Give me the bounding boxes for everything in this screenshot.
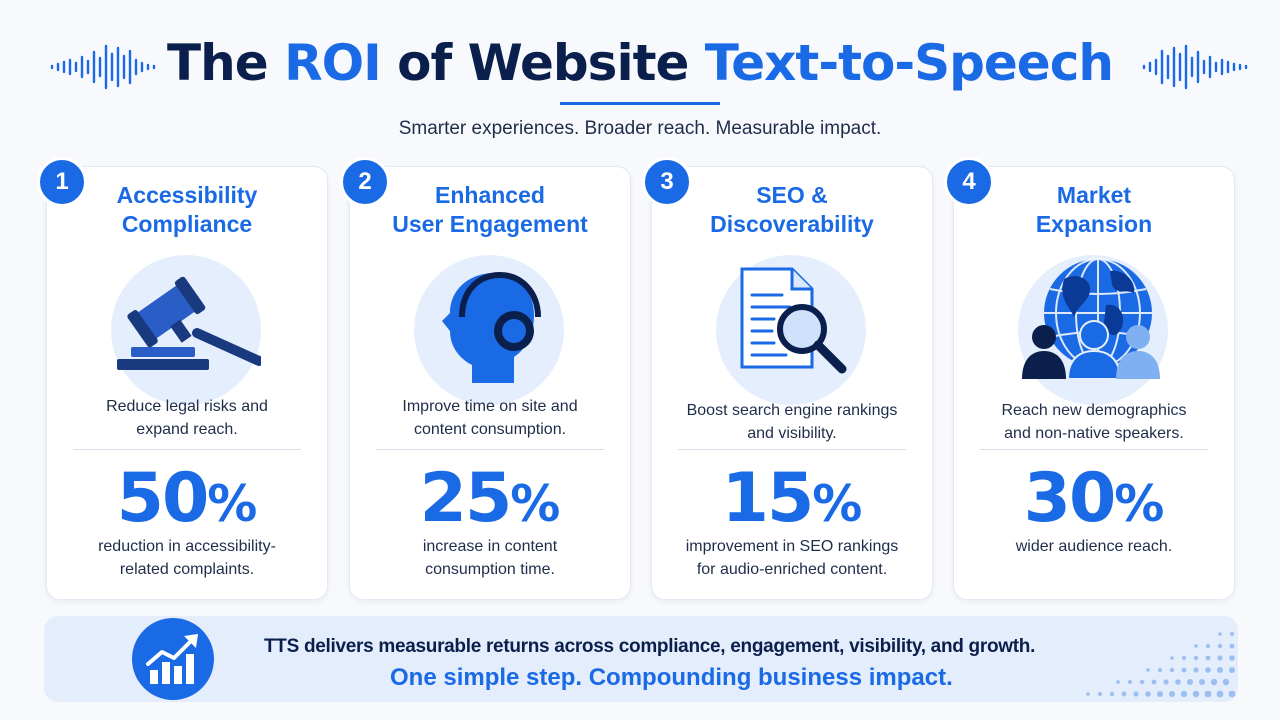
sound-wave-right-icon: [1142, 44, 1248, 90]
card-title: SEO & Discoverability: [672, 181, 912, 239]
card-title-line1: SEO &: [756, 182, 828, 208]
card-desc-line1: Improve time on site and: [402, 398, 578, 415]
card-stat-description: improvement in SEO rankings for audio-en…: [670, 535, 914, 581]
card-stat: 15%: [652, 461, 932, 542]
card-desc-line2: and non-native speakers.: [1004, 425, 1184, 442]
footer-tagline: One simple step. Compounding business im…: [390, 664, 953, 691]
page-title: The ROI of Website Text-to-Speech: [0, 28, 1280, 98]
card-title-line2: Discoverability: [710, 211, 874, 237]
growth-chart-icon: [132, 618, 214, 700]
card-description: Reach new demographics and non-native sp…: [972, 399, 1216, 445]
card-stat-description: reduction in accessibility- related comp…: [65, 535, 309, 581]
card-title-line2: Expansion: [1035, 211, 1153, 237]
stat-value: 50: [116, 459, 210, 538]
sound-wave-left-icon: [50, 44, 156, 90]
card-number-badge: 3: [642, 157, 692, 207]
card-description: Reduce legal risks and expand reach.: [65, 395, 309, 441]
card-market-expansion: 4 Market Expansion R: [944, 157, 1235, 600]
stat-unit: %: [812, 475, 863, 533]
stat-desc-line2: for audio-enriched content.: [696, 561, 888, 578]
card-title-line1: Market: [1056, 182, 1132, 208]
card-title-line2: User Engagement: [392, 211, 588, 237]
stat-unit: %: [207, 475, 258, 533]
globe-people-icon: [1018, 255, 1168, 405]
card-stat: 30%: [954, 461, 1234, 542]
card-divider: [678, 449, 906, 450]
card-title: Accessibility Compliance: [67, 181, 307, 239]
card-title-line1: Enhanced: [435, 182, 545, 208]
card-divider: [73, 449, 301, 450]
title-underline: [560, 102, 720, 105]
stat-value: 15: [721, 459, 815, 538]
card-stat-description: increase in content consumption time.: [368, 535, 612, 581]
title-middle: of Website: [380, 34, 705, 92]
card-seo-discoverability: 3 SEO & Discoverability Boost search eng…: [642, 157, 933, 600]
document-search-icon: [716, 255, 866, 405]
stat-desc-line1: improvement in SEO rankings: [685, 538, 899, 555]
card-desc-line2: expand reach.: [136, 421, 238, 438]
stat-value: 25: [419, 459, 513, 538]
title-accent-roi: ROI: [284, 34, 382, 92]
card-divider: [980, 449, 1208, 450]
footer-summary: TTS delivers measurable returns across c…: [264, 636, 1036, 657]
card-user-engagement: 2 Enhanced User Engagement Improve time …: [340, 157, 631, 600]
card-desc-line2: and visibility.: [747, 425, 837, 442]
card-desc-line2: content consumption.: [413, 421, 567, 438]
title-accent-tts: Text-to-Speech: [704, 34, 1114, 92]
subtitle: Smarter experiences. Broader reach. Meas…: [398, 118, 882, 139]
stat-unit: %: [510, 475, 561, 533]
stat-desc-line2: related complaints.: [119, 561, 255, 578]
card-divider: [376, 449, 604, 450]
headphones-head-icon: [414, 255, 564, 405]
title-prefix: The: [167, 34, 285, 92]
card-number-badge: 2: [340, 157, 390, 207]
stat-unit: %: [1114, 475, 1165, 533]
card-number-badge: 4: [944, 157, 994, 207]
card-title-line1: Accessibility: [116, 182, 258, 208]
card-description: Improve time on site and content consump…: [368, 395, 612, 441]
gavel-icon: [111, 255, 261, 405]
card-stat-description: wider audience reach.: [972, 535, 1216, 558]
stat-desc-line1: increase in content: [422, 538, 558, 555]
footer-banner: TTS delivers measurable returns across c…: [44, 616, 1238, 702]
stat-desc-line1: wider audience reach.: [1015, 538, 1173, 555]
card-title-line2: Compliance: [121, 211, 253, 237]
stat-value: 30: [1023, 459, 1117, 538]
card-accessibility-compliance: 1 Accessibility Compliance Reduce legal …: [37, 157, 328, 600]
card-description: Boost search engine rankings and visibil…: [670, 399, 914, 445]
card-stat: 50%: [47, 461, 327, 542]
card-title: Market Expansion: [974, 181, 1214, 239]
card-number-badge: 1: [37, 157, 87, 207]
card-desc-line1: Boost search engine rankings: [686, 402, 898, 419]
card-title: Enhanced User Engagement: [370, 181, 610, 239]
stat-desc-line1: reduction in accessibility-: [98, 538, 276, 555]
decorative-dots: [1086, 632, 1236, 698]
card-stat: 25%: [350, 461, 630, 542]
stat-desc-line2: consumption time.: [425, 561, 555, 578]
card-desc-line1: Reduce legal risks and: [106, 398, 268, 415]
card-desc-line1: Reach new demographics: [1001, 402, 1187, 419]
